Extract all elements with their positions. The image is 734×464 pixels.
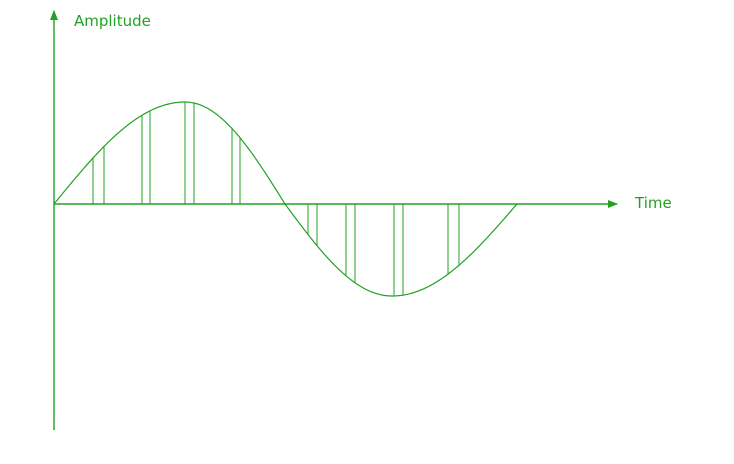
- sine-waveform: [53, 101, 518, 297]
- y-axis-label: Amplitude: [74, 12, 151, 30]
- x-axis-label: Time: [634, 194, 672, 212]
- sample-lines: [92, 102, 460, 296]
